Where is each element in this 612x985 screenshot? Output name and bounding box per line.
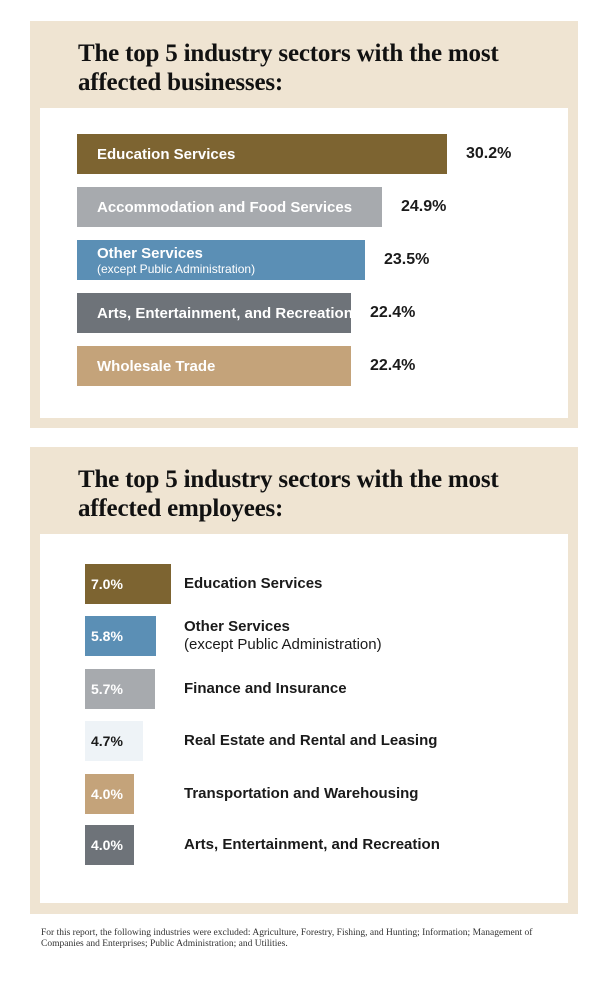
business-bar-value: 22.4% bbox=[370, 304, 416, 321]
employee-bar-value: 7.0% bbox=[91, 576, 123, 592]
business-bar-sublabel: (except Public Administration) bbox=[97, 261, 256, 276]
employees-panel: The top 5 industry sectors with the most… bbox=[30, 447, 578, 914]
businesses-panel: The top 5 industry sectors with the most… bbox=[30, 21, 578, 428]
business-bar-value: 24.9% bbox=[401, 198, 447, 215]
business-bar: Arts, Entertainment, and Recreation bbox=[77, 293, 353, 333]
employee-bar-label: Finance and Insurance bbox=[184, 680, 347, 698]
business-bar-value: 22.4% bbox=[370, 357, 416, 374]
business-bar-value: 23.5% bbox=[384, 251, 430, 268]
footnote: For this report, the following industrie… bbox=[41, 928, 533, 949]
employee-bar-label: Other Services (except Public Administrat… bbox=[184, 618, 382, 654]
businesses-chart: Education Services 30.2% Accommodation and… bbox=[40, 108, 568, 418]
employee-bar-label: Transportation and Warehousing bbox=[184, 785, 418, 803]
employee-bar: 4.7% bbox=[85, 721, 143, 761]
employee-bar: 4.0% bbox=[85, 774, 134, 814]
business-bar: Accommodation and Food Services bbox=[77, 187, 382, 227]
employee-bar-label-text: Other Services bbox=[184, 618, 290, 635]
business-bar-label: Accommodation and Food Services bbox=[97, 198, 353, 216]
employees-chart: 7.0% Education Services 5.8% Other Services… bbox=[40, 534, 568, 903]
employee-bar-label-text: Arts, Entertainment, and Recreation bbox=[184, 836, 440, 853]
businesses-chart-title: The top 5 industry sectors with the most… bbox=[78, 40, 499, 96]
employee-bar-value: 5.8% bbox=[91, 628, 123, 644]
employee-bar: 5.8% bbox=[85, 616, 156, 656]
employee-bar: 7.0% bbox=[85, 564, 171, 604]
employee-bar-label-text: Finance and Insurance bbox=[184, 680, 347, 697]
employee-bar-label-text: Real Estate and Rental and Leasing bbox=[184, 732, 438, 749]
employee-bar-value: 4.7% bbox=[91, 733, 123, 749]
employee-bar-value: 5.7% bbox=[91, 681, 123, 697]
employee-bar-label: Real Estate and Rental and Leasing bbox=[184, 732, 437, 750]
employee-bar-label-text: Transportation and Warehousing bbox=[184, 785, 419, 802]
employee-bar: 5.7% bbox=[85, 669, 155, 709]
business-bar-label: Wholesale Trade bbox=[97, 357, 216, 375]
employee-bar-value: 4.0% bbox=[91, 837, 123, 853]
business-bar: Education Services bbox=[77, 134, 447, 174]
business-bar-label: Education Services bbox=[97, 145, 236, 163]
employee-bar-value: 4.0% bbox=[91, 786, 123, 802]
business-bar-value: 30.2% bbox=[466, 145, 512, 162]
employee-bar-sublabel: (except Public Administration) bbox=[184, 636, 382, 653]
employee-bar: 4.0% bbox=[85, 825, 134, 865]
business-bar: Other Services (except Public Administrat… bbox=[77, 240, 365, 280]
employee-bar-label-text: Education Services bbox=[184, 575, 323, 592]
employee-bar-label: Education Services bbox=[184, 575, 322, 593]
employees-chart-title: The top 5 industry sectors with the most… bbox=[78, 466, 499, 522]
business-bar: Wholesale Trade bbox=[77, 346, 351, 386]
employee-bar-label: Arts, Entertainment, and Recreation bbox=[184, 836, 440, 854]
business-bar-label: Arts, Entertainment, and Recreation bbox=[97, 304, 353, 322]
business-bar-label: Other Services bbox=[97, 244, 203, 262]
